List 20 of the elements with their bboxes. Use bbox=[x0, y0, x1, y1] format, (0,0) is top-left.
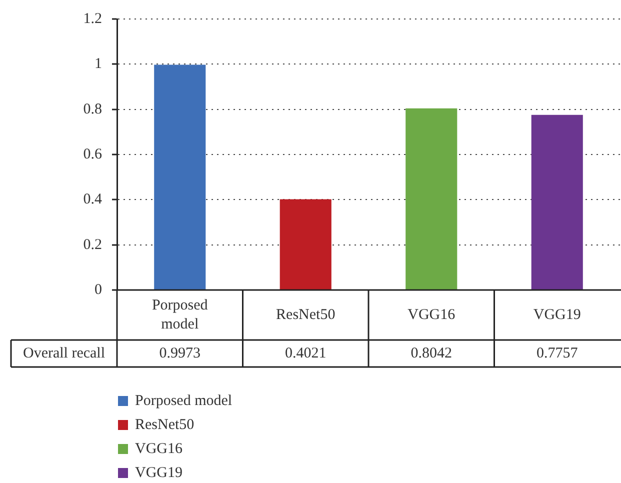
data-label: 0.4021 bbox=[285, 345, 326, 362]
y-tick-label: 1.2 bbox=[83, 10, 102, 27]
y-tick-label: 0.2 bbox=[83, 236, 102, 253]
x-tick-label: Porposed model bbox=[152, 297, 208, 332]
x-tick-label: VGG19 bbox=[533, 306, 581, 323]
category-label: Porposed model bbox=[135, 392, 232, 408]
data-label: 0.9973 bbox=[159, 345, 200, 362]
text: Overall recall bbox=[22, 345, 106, 362]
data-label: 0.8042 bbox=[410, 345, 452, 362]
y-tick-label: 1 bbox=[94, 56, 102, 72]
y-tick-label: 0.6 bbox=[83, 146, 102, 162]
y-tick-label: 0.4 bbox=[83, 192, 102, 208]
data-label: 0.7757 bbox=[536, 345, 578, 362]
x-tick-label: VGG16 bbox=[408, 306, 456, 323]
x-tick-label: ResNet50 bbox=[276, 306, 336, 323]
category-label: VGG19 bbox=[135, 464, 182, 480]
category-label: ResNet50 bbox=[135, 416, 194, 432]
y-tick-label: 0 bbox=[94, 282, 102, 298]
category-label: VGG16 bbox=[135, 440, 182, 456]
y-tick-label: 0.8 bbox=[83, 101, 102, 118]
